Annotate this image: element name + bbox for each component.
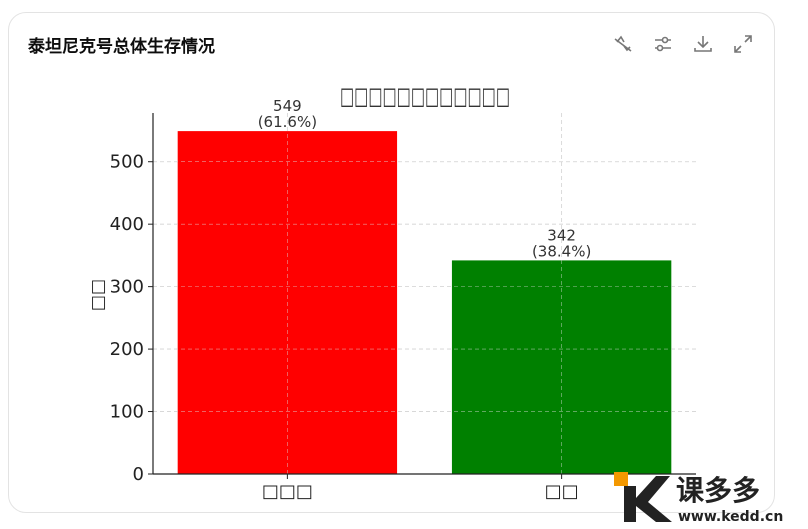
y-tick-label: 0 — [133, 464, 144, 485]
y-tick-label: 400 — [110, 214, 144, 235]
chart-toolbar — [612, 33, 754, 55]
download-icon[interactable] — [692, 33, 714, 55]
card-title: 泰坦尼克号总体生存情况 — [28, 37, 215, 57]
expand-icon[interactable] — [732, 33, 754, 55]
y-tick-label: 100 — [110, 402, 144, 423]
x-tick-label: □□ — [545, 481, 579, 502]
data-label-percent: (38.4%) — [532, 242, 591, 260]
logo-brand: 课多多 — [676, 474, 760, 507]
sliders-icon[interactable] — [652, 33, 674, 55]
y-axis-label: □□ — [88, 279, 108, 311]
logo-url: www.kedd.cn — [678, 509, 783, 525]
chart-title: □□□□□□□□□□□□ — [340, 82, 510, 110]
y-tick-label: 300 — [110, 277, 144, 298]
kedd-logo: 课多多 www.kedd.cn — [612, 466, 808, 525]
y-tick-label: 500 — [110, 152, 144, 173]
y-tick-label: 200 — [110, 339, 144, 360]
x-tick-label: □□□ — [262, 481, 313, 502]
chart-off-icon[interactable] — [612, 33, 634, 55]
data-label-value: 549 — [273, 97, 302, 115]
